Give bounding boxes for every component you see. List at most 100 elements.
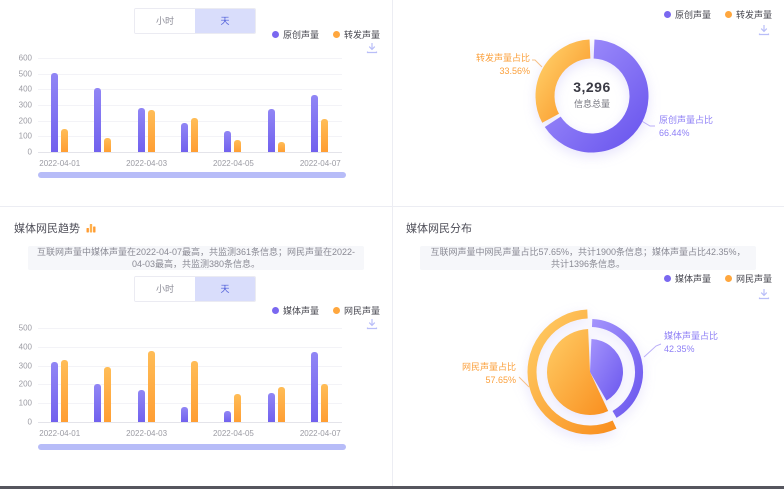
x-tick-label: 2022-04-01 xyxy=(39,429,81,438)
bar-转发声量-2022-04-03 xyxy=(147,110,155,152)
x-tick-label: 2022-04-03 xyxy=(126,429,168,438)
download-icon[interactable] xyxy=(758,288,770,300)
gridline xyxy=(38,365,342,367)
bar-转发声量-2022-04-05 xyxy=(234,139,242,152)
total-label: 信息总量 xyxy=(573,99,610,109)
summary-text: 互联网声量中媒体声量在2022-04-07最高，共监测361条信息；网民声量在2… xyxy=(28,246,364,270)
panel-title-text: 媒体网民趋势 xyxy=(14,223,80,235)
slice-label-repost: 转发声量占比 33.56% xyxy=(450,52,530,78)
x-axis-line xyxy=(38,152,342,153)
bar-原创声量-2022-04-07 xyxy=(311,94,319,152)
slice-pct: 57.65% xyxy=(485,375,516,385)
legend-item-netizen[interactable]: 网民声量 xyxy=(332,304,380,317)
bar-网民声量-2022-04-02 xyxy=(104,366,112,422)
x-tick-label: 2022-04-03 xyxy=(126,159,168,168)
legend-item-original[interactable]: 原创声量 xyxy=(271,28,319,41)
legend-dot-purple xyxy=(663,275,671,282)
slice-pct: 42.35% xyxy=(664,344,695,354)
gridline xyxy=(38,73,342,75)
toggle-hour-button[interactable]: 小时 xyxy=(135,277,195,301)
legend-item-netizen[interactable]: 网民声量 xyxy=(724,272,772,285)
bar-媒体声量-2022-04-06 xyxy=(267,393,275,422)
y-tick-label: 300 xyxy=(18,361,32,371)
legend: 原创声量 转发声量 xyxy=(663,8,772,21)
bar-转发声量-2022-04-02 xyxy=(104,137,112,152)
y-tick-label: 100 xyxy=(18,398,32,408)
bar-媒体声量-2022-04-03 xyxy=(137,390,145,422)
vertical-divider xyxy=(392,0,393,486)
y-tick-label: 0 xyxy=(27,417,32,427)
legend-dot-purple xyxy=(663,11,671,18)
legend: 媒体声量 网民声量 xyxy=(271,304,380,317)
legend-item-repost[interactable]: 转发声量 xyxy=(724,8,772,21)
x-tick-label: 2022-04-01 xyxy=(39,159,81,168)
legend-label: 媒体声量 xyxy=(674,274,711,284)
y-tick-label: 500 xyxy=(18,69,32,79)
bar-网民声量-2022-04-06 xyxy=(277,387,285,422)
bar-媒体声量-2022-04-01 xyxy=(50,361,58,422)
slice-label-original: 原创声量占比 66.44% xyxy=(659,114,739,140)
data-zoom-slider[interactable] xyxy=(38,172,346,178)
gridline xyxy=(38,403,342,405)
bar-chart-media-netizen: 0 100 200 300 400 500 2022-04-01 2022-04-03 2022… xyxy=(10,324,348,440)
bar-网民声量-2022-04-07 xyxy=(321,384,329,422)
bar-原创声量-2022-04-03 xyxy=(137,107,145,152)
data-zoom-slider[interactable] xyxy=(38,444,346,450)
slice-pct: 66.44% xyxy=(659,128,690,138)
bar-网民声量-2022-04-04 xyxy=(191,360,198,422)
toggle-hour-button[interactable]: 小时 xyxy=(135,9,195,33)
panel-volume-trend: 小时 天 原创声量 转发声量 0 100 200 300 400 500 600 2022-0… xyxy=(0,0,392,206)
donut-slice-原创声量占比 xyxy=(544,39,649,153)
slice-label-netizen: 网民声量占比 57.65% xyxy=(434,361,516,387)
toggle-day-button[interactable]: 天 xyxy=(195,277,255,301)
download-icon[interactable] xyxy=(758,24,770,36)
legend-item-original[interactable]: 原创声量 xyxy=(663,8,711,21)
slice-name: 网民声量占比 xyxy=(461,362,516,372)
bar-媒体声量-2022-04-05 xyxy=(224,410,232,422)
panel-volume-distribution: 原创声量 转发声量 转发声量占比 33.56% 原创声量占比 66.44% 3,… xyxy=(392,0,784,206)
legend-label: 网民声量 xyxy=(343,306,380,316)
slice-label-media: 媒体声量占比 42.35% xyxy=(664,330,744,356)
gridline xyxy=(38,105,342,106)
legend-label: 媒体声量 xyxy=(282,306,319,316)
bar-chart-volume-trend: 0 100 200 300 400 500 600 2022-04-01 2022-04-03 2… xyxy=(10,54,348,170)
panel-title: 媒体网民趋势 xyxy=(14,220,97,236)
interval-toggle: 小时 天 xyxy=(134,8,256,34)
rose-wedge-网民声量占比 xyxy=(547,329,609,415)
bar-媒体声量-2022-04-07 xyxy=(311,351,319,422)
donut-chart-volume xyxy=(532,39,655,153)
legend-dot-orange xyxy=(724,11,732,18)
legend-item-repost[interactable]: 转发声量 xyxy=(332,28,380,41)
bar-媒体声量-2022-04-04 xyxy=(181,407,188,422)
slice-name: 媒体声量占比 xyxy=(664,331,719,341)
interval-toggle: 小时 天 xyxy=(134,276,256,302)
legend-label: 转发声量 xyxy=(343,30,380,40)
panel-title: 媒体网民分布 xyxy=(406,220,472,236)
x-tick-label: 2022-04-05 xyxy=(212,159,254,168)
legend-item-media[interactable]: 媒体声量 xyxy=(663,272,711,285)
legend-item-media[interactable]: 媒体声量 xyxy=(271,304,319,317)
panel-title-text: 媒体网民分布 xyxy=(406,223,472,235)
gridline xyxy=(38,384,342,386)
bar-媒体声量-2022-04-02 xyxy=(94,384,102,422)
download-icon[interactable] xyxy=(366,42,378,54)
bar-网民声量-2022-04-01 xyxy=(60,359,68,422)
y-tick-label: 200 xyxy=(18,379,32,389)
bar-转发声量-2022-04-06 xyxy=(277,141,285,152)
y-tick-label: 200 xyxy=(18,116,32,126)
slice-pct: 33.56% xyxy=(499,66,530,76)
donut-slice-转发声量占比 xyxy=(535,39,591,123)
total-value: 3,296 xyxy=(573,79,611,95)
rose-ring-网民声量占比 xyxy=(527,309,617,435)
bar-转发声量-2022-04-04 xyxy=(191,118,198,152)
y-tick-label: 500 xyxy=(18,323,32,333)
legend-dot-purple xyxy=(271,31,279,38)
bar-原创声量-2022-04-05 xyxy=(224,130,232,152)
legend-label: 原创声量 xyxy=(282,30,319,40)
gridline xyxy=(38,136,342,138)
legend-label: 网民声量 xyxy=(735,274,772,284)
label-line-orange xyxy=(518,376,530,388)
download-icon[interactable] xyxy=(366,318,378,330)
x-tick-label: 2022-04-07 xyxy=(299,159,341,168)
toggle-day-button[interactable]: 天 xyxy=(195,9,255,33)
